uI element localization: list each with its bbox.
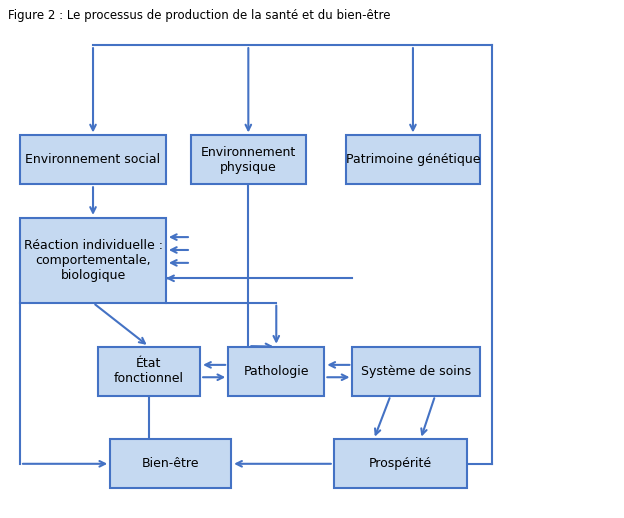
FancyBboxPatch shape bbox=[20, 135, 166, 184]
Text: État
fonctionnel: État fonctionnel bbox=[114, 357, 184, 385]
FancyBboxPatch shape bbox=[346, 135, 480, 184]
FancyBboxPatch shape bbox=[20, 218, 166, 303]
FancyBboxPatch shape bbox=[98, 347, 200, 396]
FancyBboxPatch shape bbox=[334, 439, 467, 488]
Text: Patrimoine génétique: Patrimoine génétique bbox=[346, 153, 480, 166]
Text: Pathologie: Pathologie bbox=[243, 365, 309, 378]
Text: Système de soins: Système de soins bbox=[361, 365, 471, 378]
Text: Environnement
physique: Environnement physique bbox=[201, 146, 296, 174]
FancyBboxPatch shape bbox=[191, 135, 306, 184]
Text: Réaction individuelle :
comportementale,
biologique: Réaction individuelle : comportementale,… bbox=[24, 239, 162, 282]
FancyBboxPatch shape bbox=[228, 347, 324, 396]
Text: Bien-être: Bien-être bbox=[142, 457, 200, 470]
FancyBboxPatch shape bbox=[353, 347, 480, 396]
Text: Prospérité: Prospérité bbox=[369, 457, 432, 470]
FancyBboxPatch shape bbox=[110, 439, 232, 488]
Text: Environnement social: Environnement social bbox=[26, 153, 160, 166]
Text: Figure 2 : Le processus de production de la santé et du bien-être: Figure 2 : Le processus de production de… bbox=[7, 9, 390, 22]
